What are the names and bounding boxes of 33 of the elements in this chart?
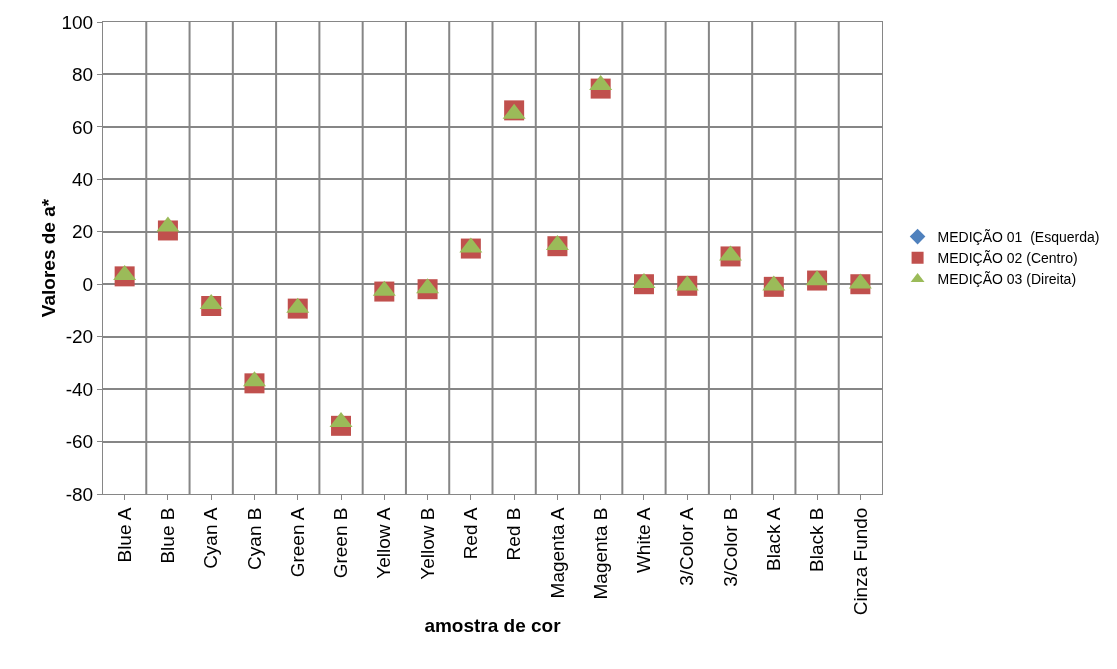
x-tick-label: Cyan B (243, 507, 265, 570)
y-tick-label: 40 (72, 168, 94, 190)
x-tick-label: Black B (806, 507, 828, 573)
x-tick-label: Red B (503, 507, 525, 561)
y-tick-label: 60 (72, 116, 94, 138)
x-tick-label: Magenta A (546, 507, 568, 599)
legend-label: MEDIÇÃO 02 (Centro) (937, 250, 1078, 267)
y-tick-label: 80 (72, 64, 94, 86)
legend-label: MEDIÇÃO 01 (Esquerda) (937, 229, 1100, 246)
y-tick-label: 100 (61, 11, 94, 33)
x-tick-label: Green B (330, 507, 352, 579)
y-tick-label: -80 (65, 483, 94, 505)
y-tick-label: -60 (65, 431, 94, 453)
x-tick-label: 3/Color A (676, 507, 698, 586)
x-tick-label: 3/Color B (719, 507, 741, 587)
x-tick-label: Magenta B (589, 507, 611, 600)
x-tick-label: White A (633, 507, 655, 574)
x-tick-label: Blue A (113, 507, 135, 563)
x-tick-label: Black A (762, 507, 784, 571)
x-tick-label: Cyan A (200, 507, 222, 569)
x-tick-label: Yellow A (373, 507, 395, 579)
x-axis-title: amostra de cor (424, 615, 562, 637)
y-tick-label: -40 (65, 378, 94, 400)
x-tick-label: Yellow B (416, 507, 438, 580)
legend-label: MEDIÇÃO 03 (Direita) (937, 271, 1077, 288)
x-tick-label: Blue B (157, 507, 179, 564)
y-tick-label: 20 (72, 221, 94, 243)
x-tick-label: Cinza Fundo (849, 507, 871, 616)
x-tick-label: Red A (460, 507, 482, 560)
y-axis-title: Valores de a* (38, 198, 59, 318)
x-tick-label: Green A (286, 507, 308, 578)
y-tick-label: 0 (82, 273, 94, 295)
y-tick-label: -20 (65, 326, 94, 348)
